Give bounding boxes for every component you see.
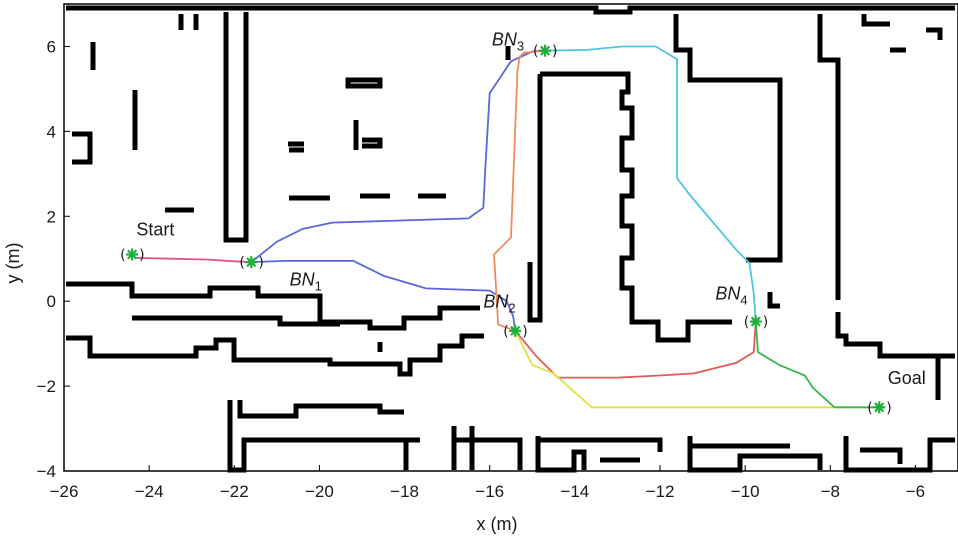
node-bn1: () BN1: [239, 255, 322, 293]
map-walls: [66, 5, 955, 473]
node-star-marker: [749, 315, 762, 328]
x-tick-label: −18: [390, 482, 419, 501]
node-bracket-left: (: [239, 255, 244, 271]
y-tick-label: 4: [47, 122, 56, 141]
path-series-6: [514, 320, 757, 379]
node-star-marker: [245, 256, 258, 269]
x-tick-label: −26: [50, 482, 79, 501]
node-label: BN1: [290, 269, 322, 293]
y-tick-label: 6: [47, 37, 56, 56]
path-series-8: [754, 320, 881, 409]
path-series-group: [135, 45, 881, 409]
y-tick-label: −4: [37, 462, 56, 481]
node-star-marker: [873, 401, 886, 414]
y-tick-label: −2: [37, 377, 56, 396]
node-bracket-right: ): [552, 44, 557, 60]
node-label: Start: [136, 219, 174, 239]
node-bracket-right: ): [886, 400, 891, 416]
node-label: Goal: [888, 368, 926, 388]
x-tick-label: −14: [560, 482, 589, 501]
x-axis-ticks: −26 −24 −22 −20 −18 −16 −14 −12 −10 −8 −6: [50, 465, 925, 501]
node-bn3: () BN3: [492, 30, 558, 60]
node-bracket-left: (: [744, 315, 749, 331]
x-tick-label: −24: [135, 482, 164, 501]
node-star-marker: [509, 324, 522, 337]
node-label: BN3: [492, 30, 524, 54]
node-bracket-left: (: [503, 324, 508, 340]
x-tick-label: −20: [305, 482, 334, 501]
x-tick-label: −6: [906, 482, 925, 501]
node-bracket-left: (: [533, 44, 538, 60]
path-series-3: [250, 259, 517, 332]
path-series-1: [135, 256, 253, 264]
node-goal: () Goal: [867, 368, 926, 416]
x-tick-label: −10: [731, 482, 760, 501]
node-label: BN4: [715, 283, 747, 307]
x-tick-label: −12: [646, 482, 675, 501]
node-start: () Start: [120, 219, 174, 263]
plot-area: () Start () BN1 () BN2 () BN3 () BN4 () Goal: [63, 3, 958, 473]
x-tick-label: −22: [220, 482, 249, 501]
node-bracket-left: (: [867, 400, 872, 416]
node-bracket-right: ): [258, 255, 263, 271]
x-tick-label: −16: [475, 482, 504, 501]
node-bracket-right: ): [763, 315, 768, 331]
x-tick-label: −8: [821, 482, 840, 501]
x-axis-label: x (m): [477, 514, 518, 534]
node-bracket-right: ): [139, 247, 144, 263]
node-bracket-right: ): [522, 324, 527, 340]
path-series-4: [493, 49, 546, 332]
node-marker-group: () Start () BN1 () BN2 () BN3 () BN4 () Goal: [120, 30, 926, 417]
node-bracket-left: (: [120, 247, 125, 263]
y-tick-label: 2: [47, 207, 56, 226]
node-label: BN2: [483, 292, 515, 316]
y-axis-ticks: −4 −2 0 2 4 6: [37, 37, 70, 481]
path-series-5: [544, 45, 757, 323]
y-tick-label: 0: [47, 292, 56, 311]
path-series-7: [514, 329, 881, 409]
node-bn4: () BN4: [715, 283, 768, 330]
node-star-marker: [126, 248, 139, 261]
node-star-marker: [539, 44, 552, 57]
node-bn2: () BN2: [483, 292, 527, 340]
y-axis-label: y (m): [3, 243, 23, 284]
